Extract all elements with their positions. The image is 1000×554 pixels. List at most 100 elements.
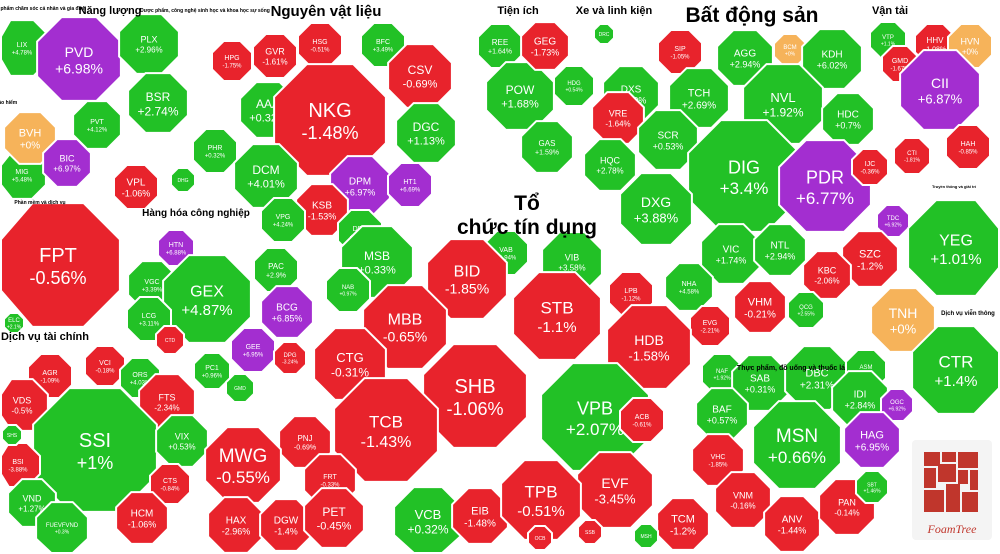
tile-shape-ht1[interactable] xyxy=(387,162,433,208)
tile-cii[interactable]: CII+6.87% xyxy=(899,49,981,131)
tile-shape-pow[interactable] xyxy=(485,61,555,131)
tile-shape-bic[interactable] xyxy=(42,138,92,188)
tile-gas[interactable]: GAS+1.59% xyxy=(520,120,574,174)
tile-gee[interactable]: GEE+6.95% xyxy=(230,327,276,373)
tile-shape-vci[interactable] xyxy=(84,345,126,387)
tile-szc[interactable]: SZC -1.2% xyxy=(841,230,899,288)
tile-bcg[interactable]: BCG+6.85% xyxy=(260,285,314,339)
tile-sab[interactable]: SAB+0.31% xyxy=(731,354,789,412)
tile-shape-evf[interactable] xyxy=(576,451,654,529)
tile-shape-ssb[interactable] xyxy=(577,519,603,545)
tile-dhg[interactable]: DHG xyxy=(170,167,196,193)
tile-hdg[interactable]: HDG+0.54% xyxy=(553,65,595,107)
tile-kbc[interactable]: KBC-2.06% xyxy=(802,250,852,300)
tile-elc[interactable]: ELC+2.1% xyxy=(3,312,25,334)
tile-shape-yeg[interactable] xyxy=(907,199,1000,297)
tile-ntl[interactable]: NTL+2.94% xyxy=(753,223,807,277)
tile-shape-msh[interactable] xyxy=(633,523,659,549)
tile-shape-hdg[interactable] xyxy=(553,65,595,107)
tile-shape-dxg[interactable] xyxy=(619,172,693,246)
tile-shape-drc[interactable] xyxy=(593,23,615,45)
tile-shape-hcm[interactable] xyxy=(115,491,169,545)
tile-vnm[interactable]: VNM-0.16% xyxy=(714,471,772,529)
tile-shape-ocb[interactable] xyxy=(527,525,553,551)
tile-nkg[interactable]: NKG-1.48% xyxy=(273,63,387,177)
tile-bvh[interactable]: BVH +0% xyxy=(3,111,57,165)
tile-shape-bsr[interactable] xyxy=(127,72,189,134)
tile-hsg[interactable]: HSG-0.51% xyxy=(297,22,343,68)
tile-pow[interactable]: POW +1.68% xyxy=(485,61,555,131)
tile-shape-hah[interactable] xyxy=(945,124,991,170)
tile-shape-fpt[interactable] xyxy=(0,202,121,328)
tile-tpb[interactable]: TPB -0.51% xyxy=(500,459,582,541)
tile-pc1[interactable]: PC1+0.96% xyxy=(193,352,231,390)
tile-evg[interactable]: EVG-2.21% xyxy=(689,305,731,347)
tile-ht1[interactable]: HT1+6.69% xyxy=(387,162,433,208)
tile-shape-phr[interactable] xyxy=(192,128,238,174)
tile-msh[interactable]: MSH xyxy=(633,523,659,549)
tile-eib[interactable]: EIB -1.48% xyxy=(451,487,509,545)
tile-shape-tcm[interactable] xyxy=(656,497,710,551)
tile-cti[interactable]: CTI-1.81% xyxy=(893,137,931,175)
tile-shape-shs[interactable] xyxy=(1,424,23,446)
tile-shape-ijc[interactable] xyxy=(851,148,889,186)
tile-shape-vic[interactable] xyxy=(700,223,762,285)
tile-vpg[interactable]: VPG+4.24% xyxy=(260,197,306,243)
tile-ocb[interactable]: OCB xyxy=(527,525,553,551)
tile-dpg[interactable]: DPG-3.24% xyxy=(273,341,307,375)
tile-gvr[interactable]: GVR-1.61% xyxy=(252,33,298,79)
tile-shape-kbc[interactable] xyxy=(802,250,852,300)
tile-shape-pet[interactable] xyxy=(303,487,365,549)
tile-sbt[interactable]: SBT+1.46% xyxy=(855,470,889,504)
tile-csv[interactable]: CSV -0.69% xyxy=(387,43,453,109)
tile-shape-hdb[interactable] xyxy=(606,304,692,390)
tile-shape-acb[interactable] xyxy=(619,397,665,443)
tile-bic[interactable]: BIC+6.97% xyxy=(42,138,92,188)
tile-tdc[interactable]: TDC+6.92% xyxy=(876,204,910,238)
tile-hpg[interactable]: HPG-1.75% xyxy=(211,40,253,82)
tile-shape-vds[interactable] xyxy=(0,378,49,432)
tile-shape-msn[interactable] xyxy=(752,400,842,490)
tile-shape-fuevfvnd[interactable] xyxy=(35,501,89,554)
tile-shape-dgc[interactable] xyxy=(395,102,457,164)
tile-ijc[interactable]: IJC-0.36% xyxy=(851,148,889,186)
tile-stb[interactable]: STB -1.1% xyxy=(512,271,602,361)
tile-ctd[interactable]: CTD xyxy=(155,325,185,355)
tile-ksb[interactable]: KSB-1.53% xyxy=(295,183,349,237)
tile-gmd[interactable]: GMD xyxy=(225,373,255,403)
tile-pdr[interactable]: PDR +6.77% xyxy=(778,139,872,233)
tile-shape-gex[interactable] xyxy=(162,254,252,344)
tile-hah[interactable]: HAH-0.85% xyxy=(945,124,991,170)
tile-nha[interactable]: NHA+4.58% xyxy=(664,262,714,312)
tile-shape-qcg[interactable] xyxy=(787,291,825,329)
tile-bsr[interactable]: BSR+2.74% xyxy=(127,72,189,134)
tile-shape-gee[interactable] xyxy=(230,327,276,373)
tile-dgw[interactable]: DGW-1.4% xyxy=(259,498,313,552)
tile-shape-gas[interactable] xyxy=(520,120,574,174)
tile-hdb[interactable]: HDB-1.58% xyxy=(606,304,692,390)
tile-shape-gmd[interactable] xyxy=(225,373,255,403)
tile-bid[interactable]: BID-1.85% xyxy=(426,238,508,320)
tile-acb[interactable]: ACB-0.61% xyxy=(619,397,665,443)
tile-shape-ctr[interactable] xyxy=(911,325,1000,415)
tile-shape-hpg[interactable] xyxy=(211,40,253,82)
tile-pvt[interactable]: PVT+4.12% xyxy=(72,100,122,150)
tile-shape-bcg[interactable] xyxy=(260,285,314,339)
tile-shape-ogc[interactable] xyxy=(880,388,914,422)
tile-shape-hax[interactable] xyxy=(207,496,265,554)
tile-hag[interactable]: HAG +6.95% xyxy=(843,411,901,469)
tile-geg[interactable]: GEG-1.73% xyxy=(520,21,570,71)
tile-shape-cts[interactable] xyxy=(149,463,191,505)
tile-ctr[interactable]: CTR +1.4% xyxy=(911,325,1000,415)
tile-hax[interactable]: HAX-2.96% xyxy=(207,496,265,554)
tile-scr[interactable]: SCR+0.53% xyxy=(637,109,699,171)
tile-shape-pvd[interactable] xyxy=(36,16,122,102)
tile-hdc[interactable]: HDC+0.7% xyxy=(821,92,875,146)
tile-ree[interactable]: REE+1.64% xyxy=(477,23,523,69)
tile-yeg[interactable]: YEG+1.01% xyxy=(907,199,1000,297)
tile-phr[interactable]: PHR+0.32% xyxy=(192,128,238,174)
tile-tcm[interactable]: TCM -1.2% xyxy=(656,497,710,551)
tile-shape-elc[interactable] xyxy=(3,312,25,334)
tile-shape-gvr[interactable] xyxy=(252,33,298,79)
tile-hcm[interactable]: HCM-1.06% xyxy=(115,491,169,545)
